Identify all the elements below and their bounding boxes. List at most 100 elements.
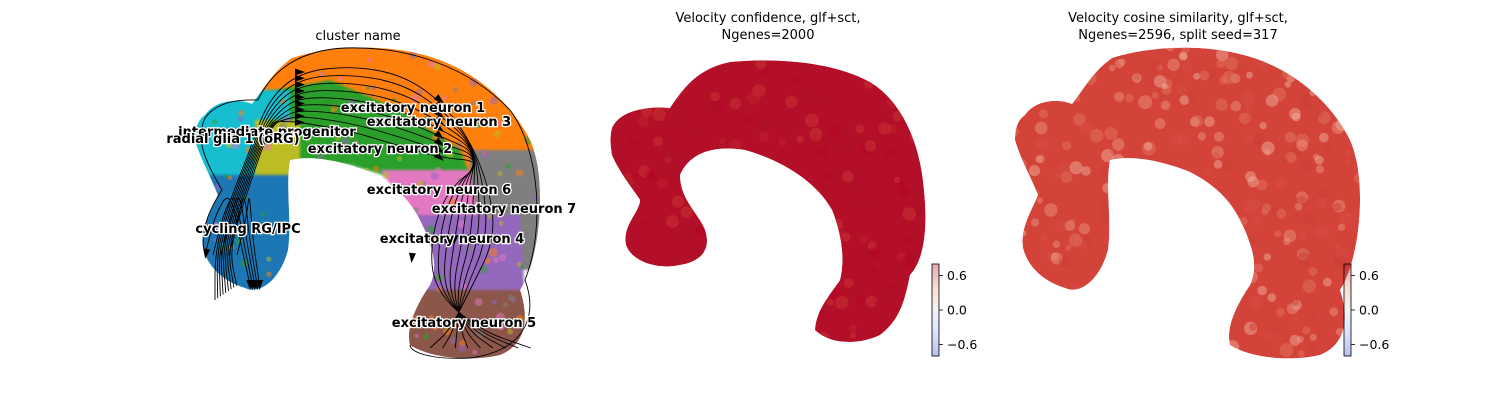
cell-dot	[663, 165, 675, 177]
cell-dot	[593, 285, 605, 297]
cell-dot	[725, 199, 733, 207]
cell-dot	[1275, 177, 1287, 189]
streamline	[220, 197, 256, 286]
cell-dot	[534, 110, 541, 118]
cell-dot	[1156, 63, 1163, 71]
cell-dot	[1078, 223, 1090, 235]
cell-dot	[665, 149, 679, 163]
cell-dot	[827, 298, 834, 306]
cell-dot	[616, 305, 626, 314]
cell-dot	[407, 274, 417, 283]
cell-dot	[948, 49, 955, 56]
cell-dot	[761, 210, 770, 219]
cell-dot	[1018, 53, 1032, 68]
cell-dot	[331, 175, 339, 184]
cell-dot	[505, 163, 512, 169]
embedding-fill	[610, 60, 926, 342]
cell-dot	[1077, 164, 1088, 174]
cell-dot	[1296, 139, 1308, 152]
cell-dot	[510, 49, 520, 58]
cell-dot	[725, 153, 739, 167]
cell-dot	[1082, 238, 1093, 250]
cell-dot	[637, 140, 645, 147]
cell-dot	[1213, 159, 1223, 169]
cell-dot	[492, 257, 499, 264]
cell-dot	[1344, 34, 1356, 46]
cell-dot	[1080, 120, 1093, 134]
cell-dot	[249, 63, 256, 70]
cell-dot	[809, 205, 821, 217]
cell-dot	[645, 272, 655, 281]
cell-dot	[1372, 214, 1382, 224]
cell-dot	[610, 228, 623, 242]
cell-dot	[1246, 115, 1254, 122]
cell-dot	[352, 303, 362, 313]
confidence-embedding	[586, 49, 955, 357]
cell-dot	[1181, 62, 1192, 73]
cell-dot	[665, 215, 679, 228]
cell-dot	[1096, 336, 1110, 350]
cell-dot	[667, 343, 674, 350]
cell-dot	[1099, 342, 1106, 349]
cell-dot	[1045, 252, 1053, 260]
cell-dot	[1105, 335, 1114, 344]
cell-dot	[789, 75, 800, 86]
cell-dot	[1132, 73, 1142, 83]
cell-dot	[521, 216, 529, 224]
cell-dot	[1098, 314, 1110, 326]
cell-dot	[918, 80, 926, 91]
cell-dot	[911, 327, 923, 338]
stream-arrow	[433, 101, 444, 111]
cell-dot	[621, 335, 633, 342]
cell-dot	[478, 52, 488, 61]
cell-dot	[1074, 95, 1081, 103]
cell-dot	[1335, 248, 1349, 261]
cell-dot	[1015, 178, 1020, 192]
cell-dot	[224, 173, 229, 179]
cell-dot	[803, 350, 810, 357]
cell-dot	[1199, 70, 1210, 81]
cell-dot	[1042, 197, 1054, 209]
cell-dot	[867, 241, 877, 251]
cell-dot	[1143, 142, 1153, 151]
cell-dot	[586, 343, 598, 355]
cell-dot	[1329, 307, 1339, 317]
cell-dot	[1177, 134, 1190, 146]
stream-arrow	[295, 93, 305, 101]
cell-dot	[422, 79, 428, 85]
cell-dot	[1181, 47, 1190, 54]
cell-dot	[237, 115, 244, 122]
cell-dot	[637, 116, 649, 128]
cell-dot	[260, 346, 268, 354]
streamline	[228, 197, 258, 286]
cell-dot	[1276, 208, 1287, 219]
cell-dot	[662, 100, 672, 110]
cell-dot	[598, 215, 609, 226]
cell-dot	[1162, 78, 1173, 89]
cell-dot	[1252, 215, 1262, 226]
stream-arrow	[433, 137, 444, 147]
cell-dot	[423, 116, 430, 122]
cell-dot	[799, 227, 805, 234]
cell-dot	[497, 170, 503, 177]
cell-dot	[207, 99, 216, 108]
cell-dot	[1289, 334, 1301, 346]
cell-dot	[1356, 50, 1361, 63]
cell-dot	[349, 133, 355, 138]
cell-dot	[1215, 98, 1228, 111]
label-excitatory-neuron-3: excitatory neuron 3	[367, 115, 511, 130]
cell-dot	[641, 345, 648, 352]
cell-dot	[1356, 162, 1361, 172]
cell-dot	[1211, 146, 1224, 159]
cell-dot	[1302, 210, 1316, 224]
cell-dot	[1261, 203, 1272, 213]
cell-dot	[1019, 305, 1033, 319]
cell-dot	[750, 326, 760, 336]
cell-dot	[244, 147, 252, 154]
cell-dot	[1112, 138, 1125, 151]
cell-dot	[1177, 184, 1190, 198]
cell-dot	[687, 287, 696, 297]
cell-dot	[335, 242, 340, 247]
cell-dot	[1203, 284, 1211, 291]
cell-dot	[710, 91, 720, 102]
